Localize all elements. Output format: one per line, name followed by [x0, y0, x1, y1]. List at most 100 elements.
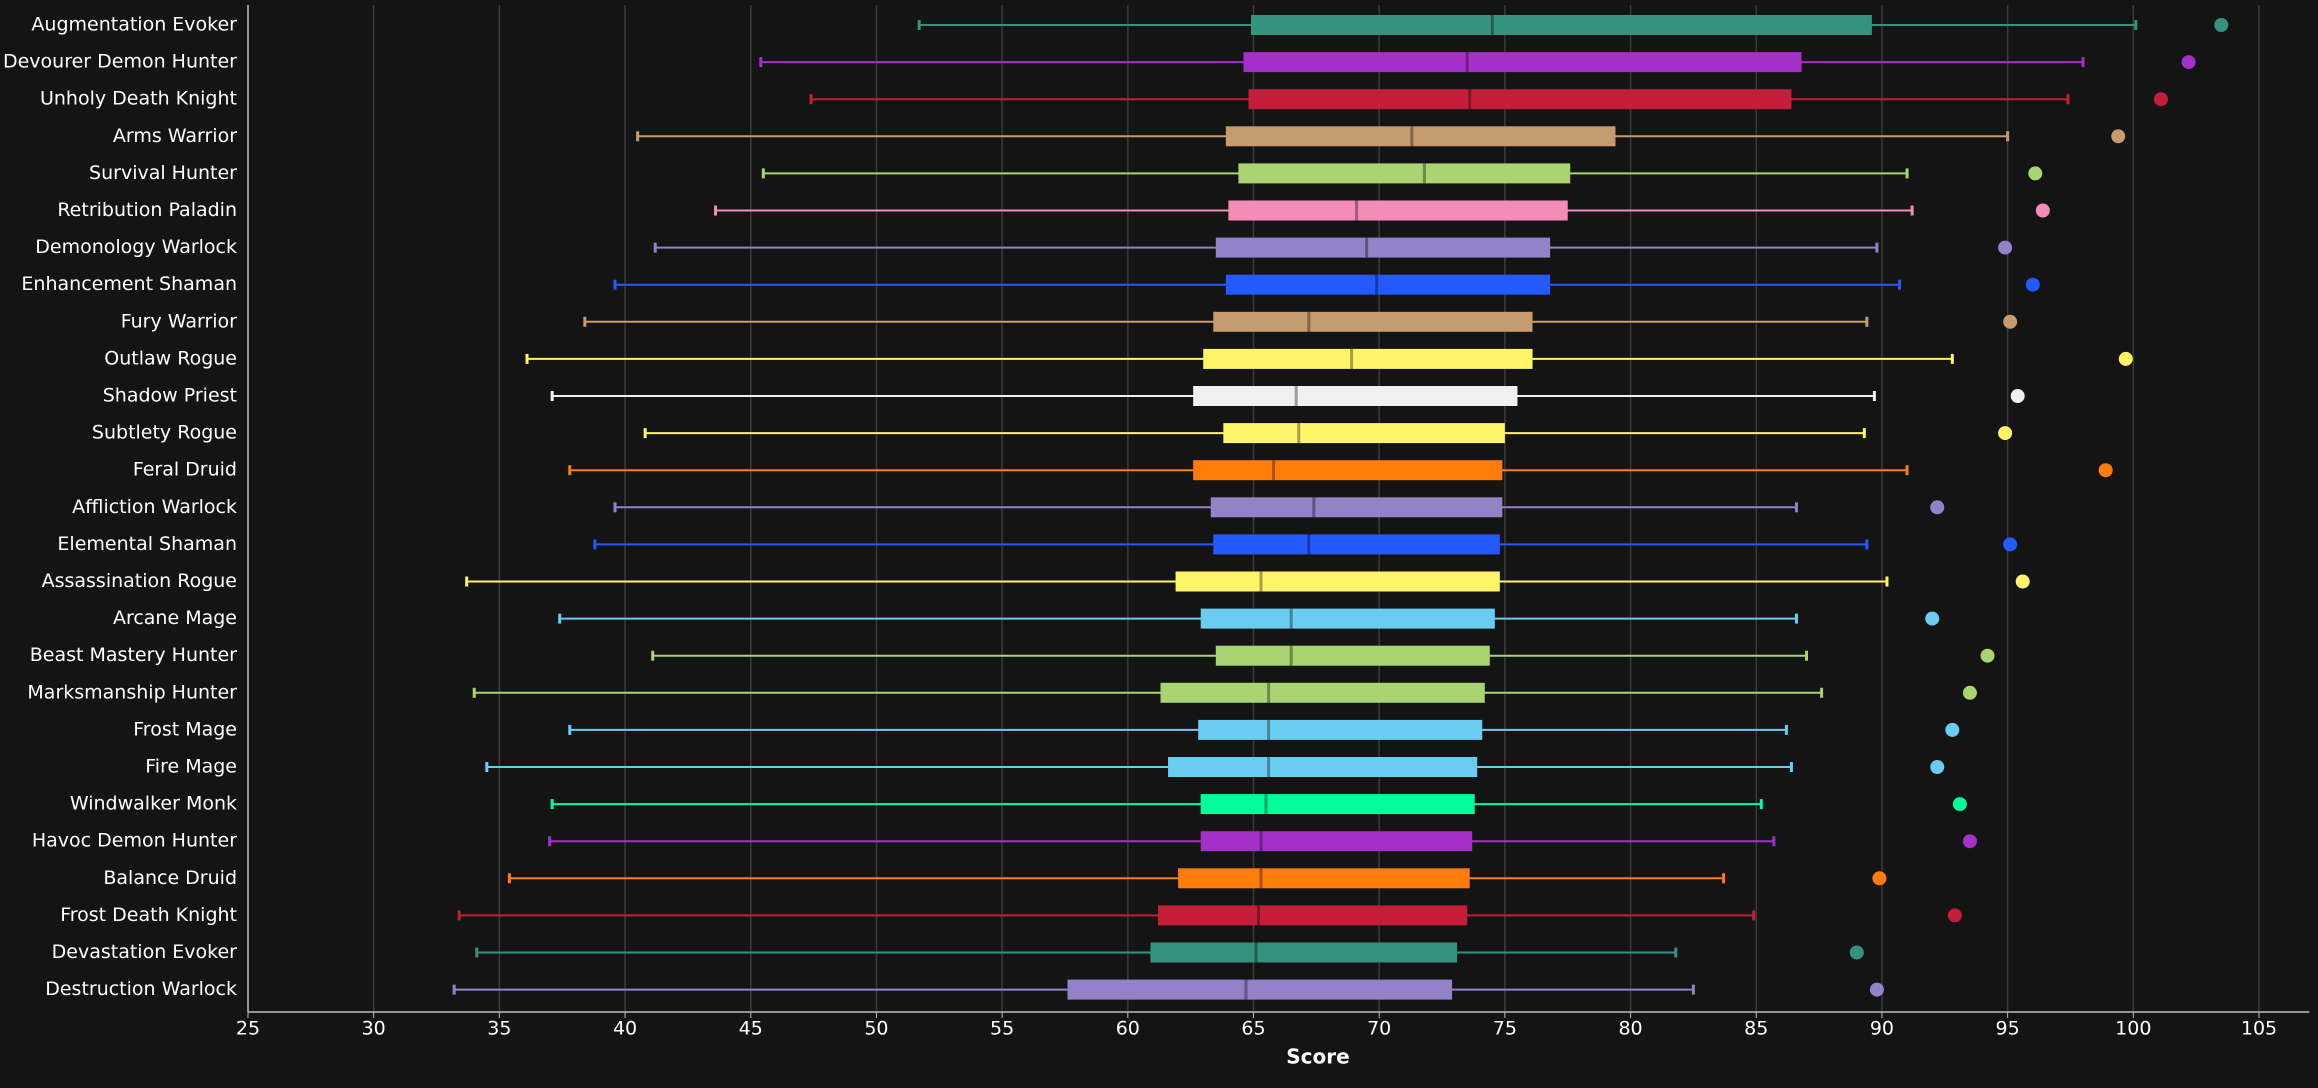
box [1150, 942, 1458, 963]
box [1067, 979, 1453, 1000]
y-tick-label: Destruction Warlock [45, 978, 237, 1000]
outlier [1947, 908, 1962, 923]
x-tick-label: 75 [1493, 1018, 1517, 1040]
box [1175, 571, 1500, 592]
y-tick-label: Subtlety Rogue [92, 422, 237, 444]
x-tick-label: 40 [613, 1018, 637, 1040]
outlier [1925, 611, 1940, 626]
box [1200, 831, 1473, 852]
y-tick-label: Fury Warrior [121, 310, 237, 332]
outlier [2214, 18, 2229, 32]
outlier [2098, 463, 2113, 478]
box [1225, 126, 1616, 147]
outlier [2015, 574, 2030, 589]
y-tick-label: Windwalker Monk [70, 793, 237, 815]
outlier [2003, 537, 2018, 552]
box [1210, 497, 1503, 518]
y-tick-label: Marksmanship Hunter [27, 681, 237, 703]
x-tick-label: 105 [2241, 1018, 2277, 1040]
outlier [2181, 55, 2196, 70]
y-tick-label: Enhancement Shaman [21, 273, 237, 295]
outlier [2118, 351, 2133, 366]
y-tick-label: Havoc Demon Hunter [32, 830, 237, 852]
outlier [1952, 797, 1967, 812]
outlier [1930, 500, 1945, 515]
outlier [1930, 760, 1945, 774]
box [1193, 386, 1518, 406]
x-axis-label: Score [1286, 1045, 1349, 1069]
box [1160, 682, 1485, 703]
box [1203, 348, 1533, 369]
y-tick-label: Devourer Demon Hunter [3, 51, 237, 73]
x-tick-label: 80 [1618, 1018, 1642, 1040]
y-tick-label: Fire Mage [145, 756, 237, 778]
outlier [1849, 945, 1864, 960]
x-tick-label: 35 [487, 1018, 511, 1040]
box [1248, 89, 1792, 110]
x-tick-label: 95 [1996, 1018, 2020, 1040]
y-tick-label: Retribution Paladin [57, 199, 237, 221]
box [1215, 237, 1551, 258]
x-tick-label: 65 [1241, 1018, 1265, 1040]
outlier [1945, 722, 1960, 737]
x-tick-label: 100 [2115, 1018, 2151, 1040]
box [1238, 163, 1571, 184]
box [1200, 794, 1475, 815]
x-tick-label: 50 [864, 1018, 888, 1040]
outlier [2025, 277, 2040, 292]
y-tick-label: Demonology Warlock [35, 236, 237, 258]
outlier [2153, 92, 2168, 107]
y-tick-label: Frost Mage [133, 718, 237, 740]
box [1198, 719, 1483, 740]
outlier [2035, 203, 2050, 218]
box [1157, 905, 1468, 926]
box [1168, 757, 1478, 777]
y-tick-label: Devastation Evoker [52, 941, 238, 963]
box [1223, 423, 1505, 444]
outlier [2111, 129, 2126, 144]
outlier [1998, 426, 2013, 441]
y-tick-label: Balance Druid [103, 867, 237, 889]
box [1243, 52, 1802, 73]
outlier [2028, 166, 2043, 181]
box [1200, 608, 1495, 629]
box [1213, 311, 1533, 332]
outlier [2010, 389, 2025, 403]
box [1215, 645, 1490, 666]
box [1193, 460, 1503, 481]
outlier [1998, 240, 2013, 255]
y-tick-label: Affliction Warlock [72, 496, 237, 518]
y-tick-label: Frost Death Knight [60, 904, 237, 926]
x-tick-label: 70 [1367, 1018, 1391, 1040]
x-tick-label: 90 [1870, 1018, 1894, 1040]
x-tick-label: 25 [236, 1018, 260, 1040]
box [1178, 868, 1470, 889]
x-tick-label: 60 [1116, 1018, 1140, 1040]
outlier [1962, 834, 1977, 849]
y-tick-label: Survival Hunter [89, 162, 237, 184]
y-tick-label: Feral Druid [133, 459, 237, 481]
outlier [1980, 648, 1995, 663]
y-tick-label: Unholy Death Knight [40, 88, 237, 110]
outlier [1962, 685, 1977, 700]
box [1228, 200, 1568, 221]
y-tick-label: Outlaw Rogue [104, 347, 237, 369]
y-tick-label: Shadow Priest [103, 385, 237, 407]
box [1250, 15, 1872, 35]
y-tick-label: Arcane Mage [113, 607, 237, 629]
x-tick-label: 45 [739, 1018, 763, 1040]
box [1213, 534, 1500, 555]
y-tick-label: Elemental Shaman [57, 533, 237, 555]
y-tick-label: Augmentation Evoker [31, 14, 237, 36]
y-tick-label: Arms Warrior [113, 125, 237, 147]
x-tick-label: 55 [990, 1018, 1014, 1040]
x-tick-label: 85 [1744, 1018, 1768, 1040]
x-tick-label: 30 [362, 1018, 386, 1040]
outlier [2003, 314, 2018, 329]
outlier [1872, 871, 1887, 886]
y-tick-label: Assassination Rogue [42, 570, 237, 592]
y-tick-label: Beast Mastery Hunter [30, 644, 237, 666]
outlier [1869, 982, 1884, 997]
